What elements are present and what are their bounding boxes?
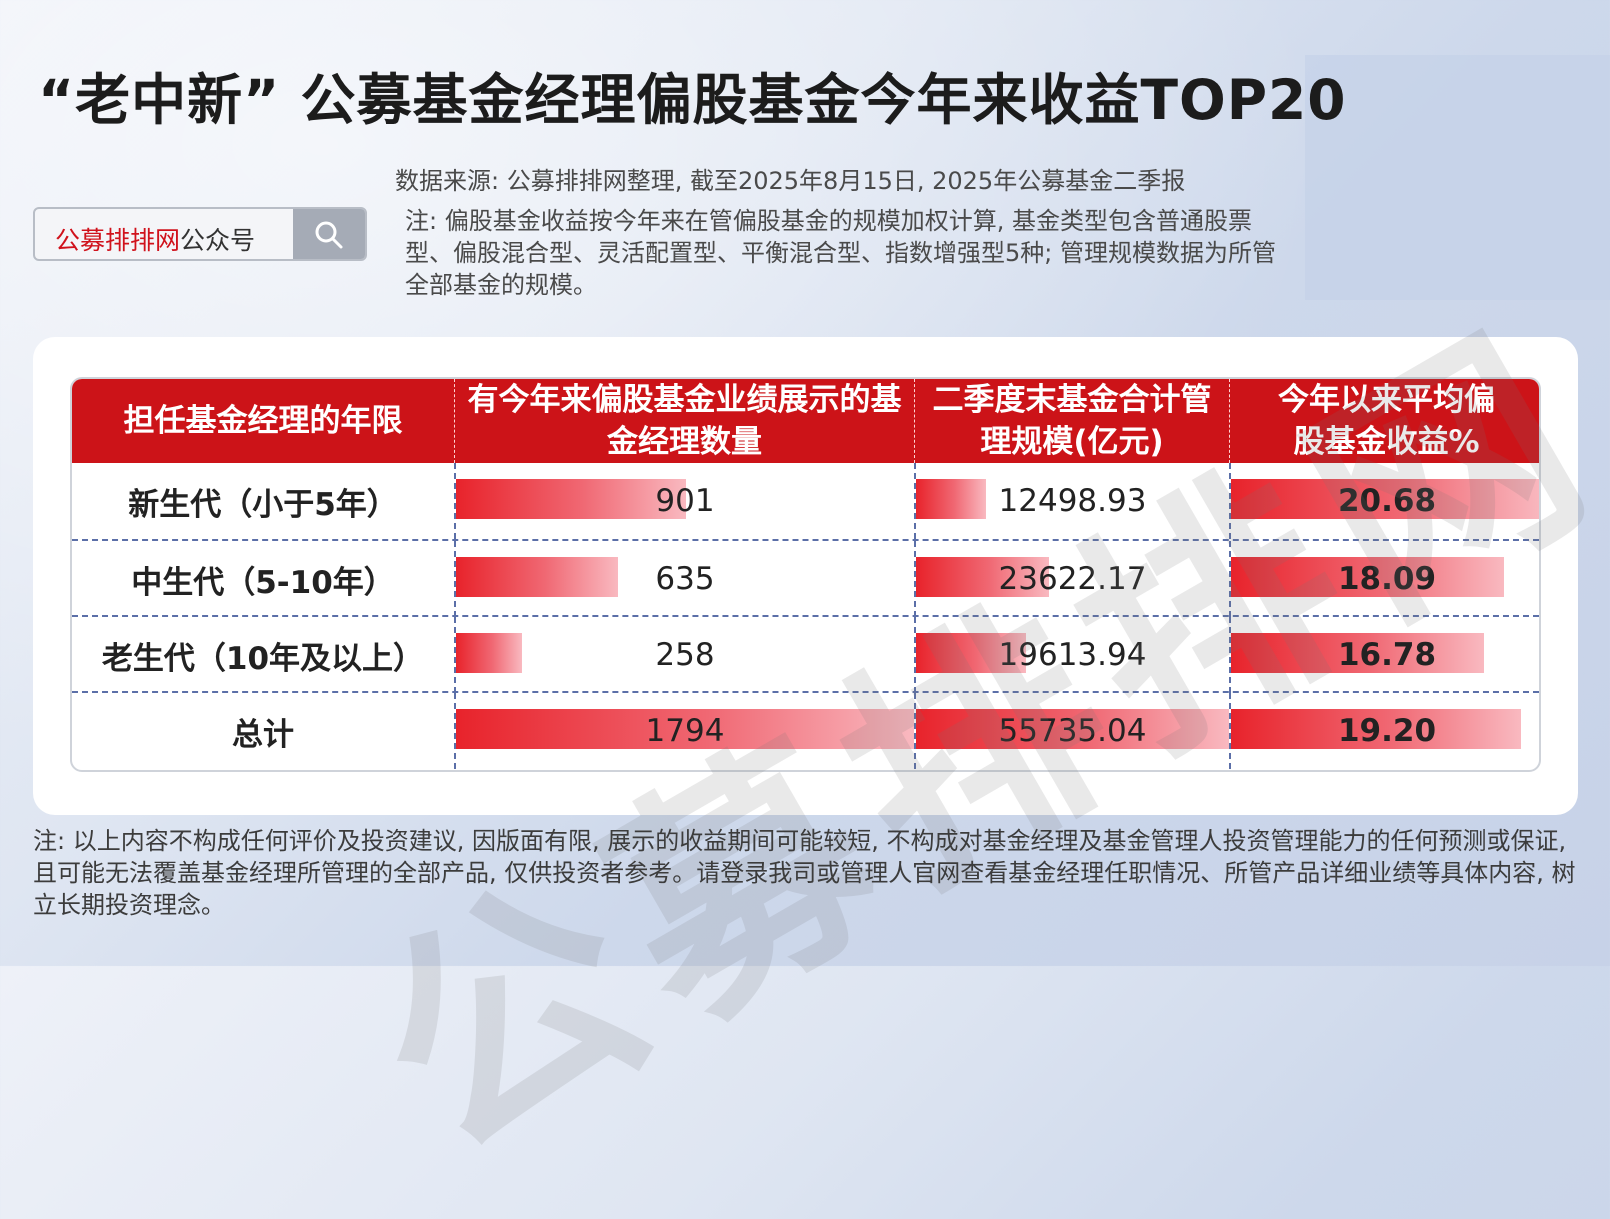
disclaimer-footer: 注: 以上内容不构成任何评价及投资建议, 因版面有限, 展示的收益期间可能较短,… [33, 827, 1576, 919]
row-label: 中生代（5-10年） [131, 564, 395, 601]
avg-return-bar [1231, 709, 1521, 749]
total-scale-bar [916, 557, 1049, 597]
header-total-scale: 二季度末基金合计管理规模(亿元) [914, 379, 1229, 463]
total-scale-bar [916, 479, 987, 519]
total-scale-cell: 23622.17 [914, 541, 1229, 617]
row-label: 新生代（小于5年） [128, 486, 398, 523]
manager-count-cell: 901 [454, 463, 914, 539]
data-source-text: 数据来源: 公募排排网整理, 截至2025年8月15日, 2025年公募基金二季… [395, 167, 1186, 195]
avg-return-cell: 19.20 [1229, 693, 1539, 769]
manager-count-cell: 1794 [454, 693, 914, 769]
table-row: 总计 1794 55735.04 19.20 [72, 691, 1539, 769]
row-label: 老生代（10年及以上） [101, 640, 425, 677]
table-row: 中生代（5-10年） 635 23622.17 18.09 [72, 539, 1539, 617]
search-box[interactable]: 公募排排网公众号 [33, 207, 367, 261]
manager-count-bar [456, 633, 522, 673]
row-label-cell: 总计 [72, 693, 454, 769]
row-label: 总计 [232, 716, 294, 753]
avg-return-cell: 18.09 [1229, 541, 1539, 617]
total-scale-value: 55735.04 [998, 713, 1147, 749]
search-label: 公募排排网公众号 [55, 221, 255, 257]
total-scale-bar [916, 633, 1027, 673]
total-scale-cell: 55735.04 [914, 693, 1229, 769]
manager-count-bar [456, 479, 687, 519]
total-scale-bar [916, 709, 1229, 749]
manager-count-cell: 635 [454, 541, 914, 617]
avg-return-value: 20.68 [1337, 483, 1437, 519]
row-label-cell: 老生代（10年及以上） [72, 617, 454, 693]
manager-count-bar [456, 557, 619, 597]
total-scale-cell: 19613.94 [914, 617, 1229, 693]
manager-count-bar [456, 709, 914, 749]
table-row: 新生代（小于5年） 901 12498.93 20.68 [72, 463, 1539, 541]
manager-count-cell: 258 [454, 617, 914, 693]
header-manager-count: 有今年来偏股基金业绩展示的基金经理数量 [454, 379, 914, 463]
avg-return-bar [1231, 557, 1504, 597]
manager-count-value: 901 [655, 483, 715, 519]
total-scale-value: 19613.94 [998, 637, 1147, 673]
manager-count-value: 1794 [645, 713, 725, 749]
avg-return-bar [1231, 633, 1485, 673]
brand-name: 公募排排网 [55, 226, 181, 255]
row-label-cell: 新生代（小于5年） [72, 463, 454, 539]
brand-suffix: 公众号 [180, 226, 256, 255]
methodology-note: 注: 偏股基金收益按今年来在管偏股基金的规模加权计算, 基金类型包含普通股票型、… [405, 207, 1276, 299]
table-header: 担任基金经理的年限 有今年来偏股基金业绩展示的基金经理数量 二季度末基金合计管理… [72, 379, 1539, 463]
header-tenure: 担任基金经理的年限 [123, 403, 403, 439]
avg-return-cell: 20.68 [1229, 463, 1539, 539]
avg-return-value: 16.78 [1337, 637, 1437, 673]
avg-return-value: 18.09 [1337, 561, 1437, 597]
manager-count-value: 635 [655, 561, 715, 597]
page-title: “老中新” 公募基金经理偏股基金今年来收益TOP20 [38, 68, 1347, 132]
row-label-cell: 中生代（5-10年） [72, 541, 454, 617]
avg-return-value: 19.20 [1337, 713, 1437, 749]
avg-return-cell: 16.78 [1229, 617, 1539, 693]
total-scale-value: 23622.17 [998, 561, 1147, 597]
data-table: 担任基金经理的年限 有今年来偏股基金业绩展示的基金经理数量 二季度末基金合计管理… [70, 377, 1541, 772]
total-scale-cell: 12498.93 [914, 463, 1229, 539]
avg-return-bar [1231, 479, 1539, 519]
table-row: 老生代（10年及以上） 258 19613.94 16.78 [72, 615, 1539, 693]
total-scale-value: 12498.93 [998, 483, 1147, 519]
header-avg-return: 今年以来平均偏股基金收益% [1229, 379, 1539, 463]
search-icon [315, 221, 343, 249]
manager-count-value: 258 [655, 637, 715, 673]
search-button[interactable] [293, 209, 365, 259]
